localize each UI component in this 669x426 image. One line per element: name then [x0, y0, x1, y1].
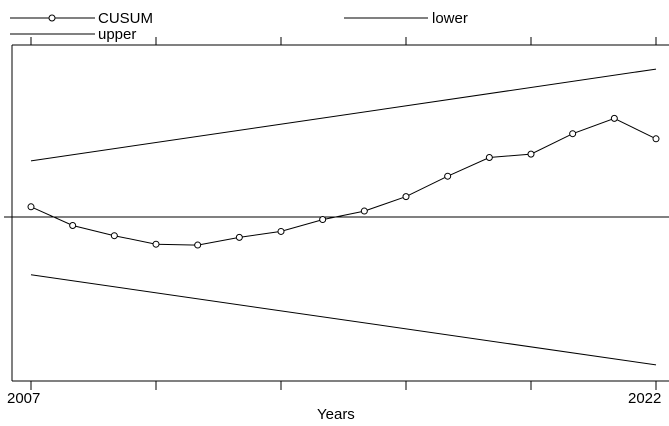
- data-point-cusum: [110, 232, 118, 240]
- x-tick-label-2022: 2022: [628, 390, 661, 407]
- x-axis-label: Years: [317, 406, 355, 423]
- data-point-cusum: [402, 193, 410, 201]
- data-point-cusum: [444, 172, 452, 180]
- data-point-cusum: [569, 130, 577, 138]
- data-point-cusum: [152, 240, 160, 248]
- legend-lower-label: lower: [432, 10, 468, 27]
- data-point-cusum: [527, 150, 535, 158]
- x-ticks: [30, 37, 657, 390]
- data-point-cusum: [360, 207, 368, 215]
- data-point-cusum: [235, 233, 243, 241]
- plot-frame: [4, 44, 669, 382]
- data-point-cusum: [277, 227, 285, 235]
- series-line-lower: [30, 274, 657, 366]
- series-line-cusum: [30, 117, 657, 246]
- legend: CUSUM lower upper: [10, 10, 468, 43]
- series-line-upper: [30, 68, 657, 162]
- data-point-cusum: [194, 241, 202, 249]
- data-point-cusum: [610, 114, 618, 122]
- legend-cusum-marker: [48, 14, 56, 22]
- legend-cusum-label: CUSUM: [98, 10, 153, 27]
- data-point-cusum: [319, 216, 327, 224]
- legend-upper-label: upper: [98, 26, 136, 43]
- data-point-cusum: [69, 222, 77, 229]
- series-layer: [12, 68, 669, 366]
- data-point-cusum: [485, 154, 493, 161]
- data-point-cusum: [652, 135, 660, 143]
- data-point-cusum: [27, 203, 35, 211]
- x-tick-label-2007: 2007: [7, 390, 40, 407]
